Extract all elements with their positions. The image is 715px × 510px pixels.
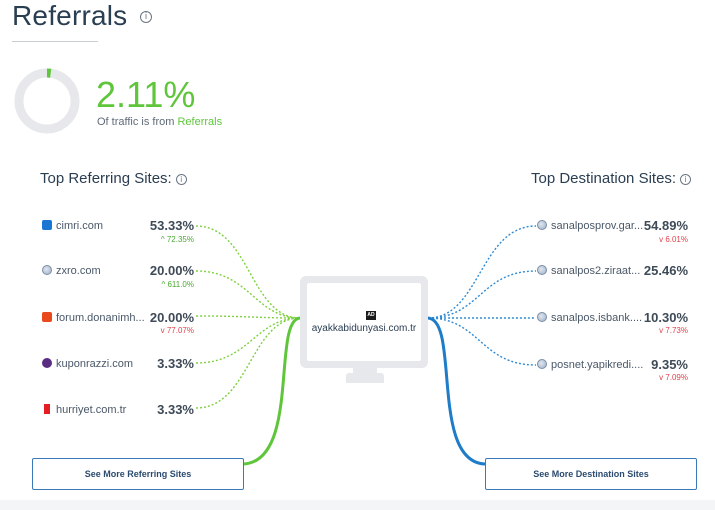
- referring-site-hurriyet[interactable]: hurriyet.com.tr: [42, 404, 126, 416]
- destination-change: v 6.01%: [628, 235, 688, 244]
- change-value: 7.09%: [665, 373, 688, 382]
- target-site-monitor: AD ayakkabidunyasi.com.tr: [300, 276, 428, 368]
- caption-text: Of traffic is from: [97, 116, 178, 128]
- site-name: sanalpos2.ziraat...: [551, 265, 641, 277]
- change-value: 6.01%: [665, 235, 688, 244]
- referring-value: 20.00%: [149, 263, 194, 278]
- link-line-destination-button: [427, 316, 486, 466]
- arrow-up-icon: ^: [161, 280, 166, 289]
- traffic-share-donut: [14, 68, 80, 134]
- site-name: posnet.yapikredi....: [551, 359, 644, 371]
- link-line-garanti: [427, 225, 537, 319]
- destination-value: 25.46%: [643, 263, 688, 278]
- change-value: 611.0%: [167, 280, 194, 289]
- link-line-cimri: [195, 225, 301, 319]
- site-name: forum.donanimh...: [56, 312, 145, 324]
- destination-site-garanti[interactable]: sanalposprov.gar...: [537, 220, 643, 232]
- change-value: 77.07%: [166, 326, 194, 335]
- destination-site-yapikredi[interactable]: posnet.yapikredi....: [537, 359, 643, 371]
- top-destination-label: Top Destination Sites:: [531, 170, 677, 187]
- monitor-stand-base: [346, 373, 384, 383]
- site-name: hurriyet.com.tr: [56, 404, 127, 416]
- globe-icon: [42, 265, 52, 275]
- site-name: kuponrazzi.com: [56, 358, 134, 370]
- target-domain: ayakkabidunyasi.com.tr: [311, 323, 417, 334]
- referring-site-kuponrazzi[interactable]: kuponrazzi.com: [42, 358, 133, 370]
- site-name: sanalposprov.gar...: [551, 220, 644, 232]
- destination-value: 54.89%: [643, 218, 688, 233]
- arrow-down-icon: v: [659, 235, 664, 244]
- monitor-stand-neck: [353, 367, 377, 375]
- info-icon[interactable]: i: [140, 11, 152, 23]
- referring-site-cimri[interactable]: cimri.com: [42, 220, 103, 232]
- referring-value: 53.33%: [149, 218, 194, 233]
- referring-change: v 77.07%: [134, 326, 194, 335]
- site-name: sanalpos.isbank....: [551, 312, 643, 324]
- ad-icon: AD: [366, 311, 376, 320]
- globe-icon: [537, 220, 547, 230]
- monitor-screen: AD ayakkabidunyasi.com.tr: [307, 283, 421, 361]
- destination-change: v 7.09%: [628, 373, 688, 382]
- link-line-hurriyet: [195, 317, 301, 409]
- arrow-down-icon: v: [160, 326, 165, 335]
- globe-icon: [537, 359, 547, 369]
- arrow-down-icon: v: [659, 326, 664, 335]
- hurriyet-h-icon: [44, 404, 50, 414]
- destination-value: 9.35%: [651, 357, 688, 372]
- bottom-strip: [0, 500, 715, 510]
- referring-value: 3.33%: [157, 356, 194, 371]
- info-icon[interactable]: i: [680, 173, 692, 185]
- see-more-destination-button[interactable]: See More Destination Sites: [485, 458, 697, 490]
- kuponrazzi-k-icon: [42, 358, 52, 368]
- dh-icon: [42, 312, 52, 322]
- arrow-down-icon: v: [659, 373, 664, 382]
- referring-site-forum-donanimhaber[interactable]: forum.donanimh...: [42, 312, 145, 324]
- link-line-ziraat: [427, 270, 537, 319]
- info-icon[interactable]: i: [175, 173, 187, 185]
- title-underline: [12, 41, 98, 42]
- link-line-referring-button: [243, 316, 301, 466]
- link-line-kuponrazzi: [195, 317, 301, 364]
- change-value: 72.35%: [166, 235, 194, 244]
- referral-percent: 2.11%: [96, 74, 196, 115]
- site-name: zxro.com: [56, 265, 101, 277]
- site-name: cimri.com: [56, 220, 104, 232]
- globe-icon: [537, 265, 547, 275]
- arrow-up-icon: ^: [160, 235, 165, 244]
- referring-change: ^ 611.0%: [134, 280, 194, 289]
- referring-value: 3.33%: [157, 402, 194, 417]
- change-value: 7.73%: [665, 326, 688, 335]
- referrals-link[interactable]: Referrals: [177, 116, 223, 128]
- page-title: Referrals: [12, 0, 128, 31]
- referral-caption: Of traffic is from Referrals: [97, 116, 222, 128]
- see-more-referring-button[interactable]: See More Referring Sites: [32, 458, 244, 490]
- top-referring-label: Top Referring Sites:: [40, 170, 172, 187]
- link-line-zxro: [195, 270, 301, 319]
- top-referring-title: Top Referring Sites: i: [40, 170, 187, 187]
- destination-site-ziraat[interactable]: sanalpos2.ziraat...: [537, 265, 640, 277]
- cimri-c-icon: [42, 220, 52, 230]
- referring-site-zxro[interactable]: zxro.com: [42, 265, 101, 277]
- destination-change: v 7.73%: [628, 326, 688, 335]
- globe-icon: [537, 312, 547, 322]
- destination-site-isbank[interactable]: sanalpos.isbank....: [537, 312, 642, 324]
- referring-change: ^ 72.35%: [134, 235, 194, 244]
- top-destination-title: Top Destination Sites: i: [531, 170, 692, 187]
- link-line-yapikredi: [427, 317, 537, 366]
- referring-value: 20.00%: [149, 310, 194, 325]
- destination-value: 10.30%: [643, 310, 688, 325]
